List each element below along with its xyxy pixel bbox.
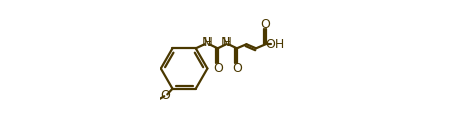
Text: N: N xyxy=(221,36,230,49)
Text: H: H xyxy=(204,36,212,49)
Text: H: H xyxy=(223,36,232,49)
Text: O: O xyxy=(213,62,223,75)
Text: O: O xyxy=(261,18,270,31)
Text: N: N xyxy=(202,36,211,49)
Text: O: O xyxy=(232,62,242,75)
Text: OH: OH xyxy=(265,38,284,51)
Text: O: O xyxy=(161,89,171,102)
